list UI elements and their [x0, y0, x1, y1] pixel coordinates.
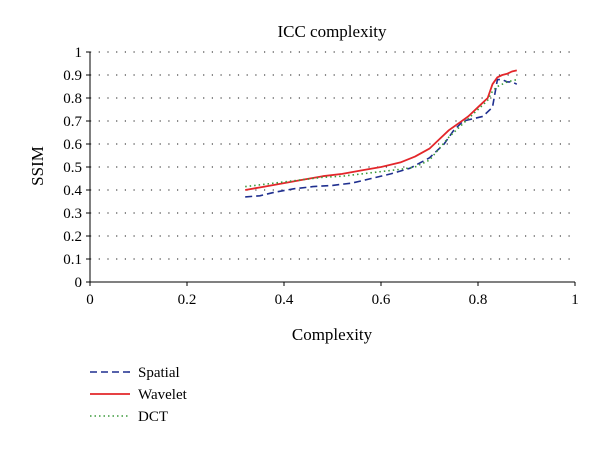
legend-label-dct: DCT: [138, 409, 168, 425]
legend-label-wavelet: Wavelet: [138, 387, 188, 403]
y-tick-label-3: 0.3: [63, 206, 82, 222]
y-axis-label: SSIM: [28, 146, 47, 186]
series-line-spatial: [245, 78, 518, 198]
series-lines: [245, 69, 518, 198]
y-tick-label-0: 0: [75, 275, 83, 291]
x-tick-label-2: 0.4: [275, 292, 294, 308]
x-tick-label-1: 0.2: [178, 292, 197, 308]
y-tick-label-5: 0.5: [63, 160, 82, 176]
chart-title: ICC complexity: [277, 22, 387, 41]
y-tick-label-8: 0.8: [63, 91, 82, 107]
tick-labels: 0 0.1 0.2 0.3 0.4 0.5 0.6 0.7 0.8 0.9 1 0 0.2 0.4 0.6 0…: [63, 45, 579, 308]
x-tick-label-4: 0.8: [469, 292, 488, 308]
axes: [86, 51, 576, 286]
legend-label-spatial: Spatial: [138, 365, 180, 381]
grid: [90, 51, 575, 260]
x-tick-label-0: 0: [86, 292, 94, 308]
series-line-wavelet: [245, 69, 517, 191]
y-tick-label-7: 0.7: [63, 114, 82, 130]
legend: Spatial Wavelet DCT: [90, 365, 188, 425]
x-tick-label-3: 0.6: [372, 292, 391, 308]
y-tick-label-4: 0.4: [63, 183, 82, 199]
y-tick-label-9: 0.9: [63, 68, 82, 84]
x-axis-label: Complexity: [292, 325, 373, 344]
x-tick-label-5: 1: [571, 292, 579, 308]
y-tick-label-6: 0.6: [63, 137, 82, 153]
series-line-dct: [245, 78, 517, 188]
y-tick-label-1: 0.1: [63, 252, 82, 268]
y-tick-label-2: 0.2: [63, 229, 82, 245]
y-tick-label-10: 1: [75, 45, 83, 61]
